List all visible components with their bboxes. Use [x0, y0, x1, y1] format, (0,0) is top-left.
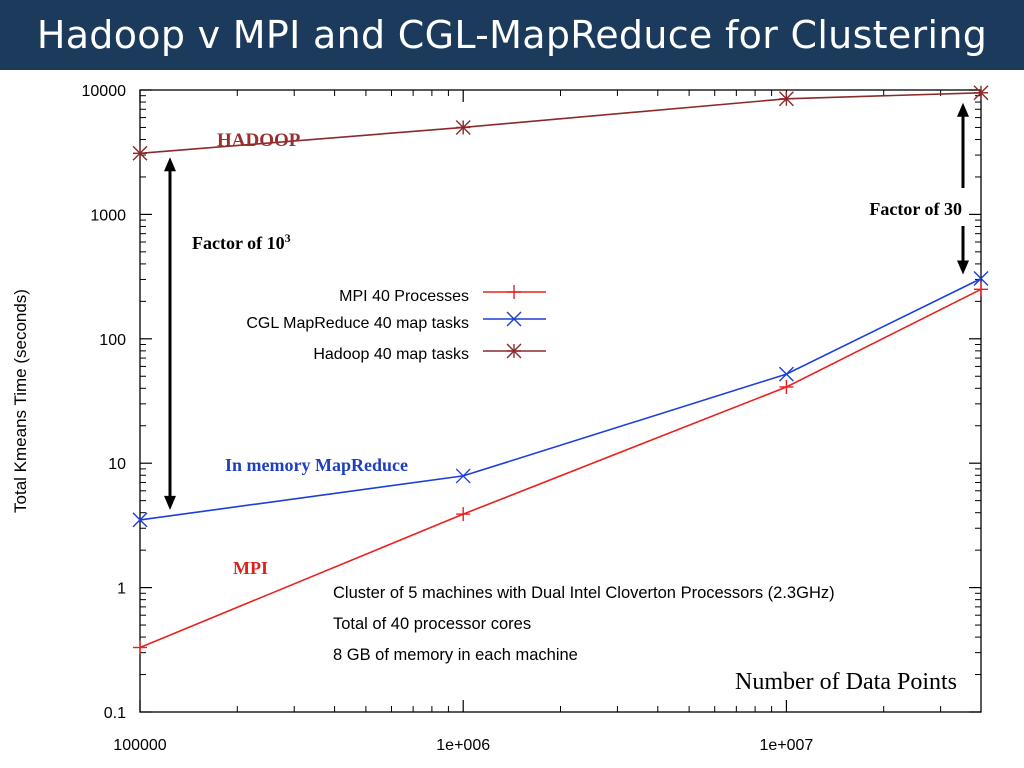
marker-stroke [455, 119, 471, 135]
x-tick-label: 1e+007 [759, 737, 813, 754]
marker-stroke [778, 366, 794, 382]
marker-stroke [132, 512, 148, 528]
y-tick-label: 100 [99, 332, 126, 349]
marker-stroke [506, 311, 522, 327]
legend-swatches [483, 285, 546, 359]
data-point-cgl [973, 271, 989, 287]
factor-right-annotation: Factor of 30 [869, 199, 962, 219]
legend-marker-cgl [506, 311, 522, 327]
arrow-head-down [957, 260, 969, 275]
cluster-info-line-1: Cluster of 5 machines with Dual Intel Cl… [333, 584, 835, 602]
y-tick-label: 10000 [82, 83, 127, 100]
data-point-cgl [778, 366, 794, 382]
factor-left-arrow [164, 157, 176, 510]
data-point-hadoop [778, 91, 794, 107]
data-point-mpi [456, 507, 471, 522]
data-point-mpi [133, 640, 147, 655]
series-line-mpi [139, 288, 982, 649]
x-axis-label: Number of Data Points [735, 669, 957, 695]
y-tick-label: 1 [117, 581, 126, 598]
data-point-hadoop [973, 85, 989, 101]
data-point-cgl [455, 468, 471, 484]
marker-stroke [455, 468, 471, 484]
factor-right-arrow [957, 102, 969, 275]
arrow-head-down [164, 495, 176, 510]
slide-title: Hadoop v MPI and CGL-MapReduce for Clust… [0, 0, 1024, 70]
data-point-mpi [974, 282, 988, 297]
y-tick-label: 10 [108, 456, 126, 473]
legend-marker-hadoop [506, 343, 522, 359]
mpi-annotation: MPI [233, 558, 268, 578]
legend-marker-mpi [507, 285, 521, 299]
data-point-hadoop [132, 145, 148, 161]
x-tick-label: 100000 [113, 737, 166, 754]
marker-stroke [778, 91, 794, 107]
plot-frame [139, 89, 982, 713]
factor-left-annotation: Factor of 103 [192, 231, 291, 253]
y-tick-label: 1000 [90, 207, 126, 224]
mapreduce-annotation: In memory MapReduce [225, 455, 408, 475]
marker-stroke [973, 85, 989, 101]
y-axis-label: Total Kmeans Time (seconds) [11, 289, 30, 513]
series-line-hadoop [139, 92, 982, 155]
factor-left-text: Factor of 10 [192, 233, 285, 253]
y-tick-label: 0.1 [104, 705, 126, 722]
cluster-info-line-2: Total of 40 processor cores [333, 615, 531, 633]
data-point-cgl [132, 512, 148, 528]
series-lines [132, 85, 989, 655]
legend-label-mpi: MPI 40 Processes [339, 288, 469, 305]
legend: MPI 40 Processes CGL MapReduce 40 map ta… [246, 285, 546, 363]
arrow-head-up [957, 102, 969, 117]
marker-stroke [973, 271, 989, 287]
kmeans-time-chart: 10000 1000 100 10 1 0.1 100000 1e+006 1e+007 Tot… [11, 83, 989, 754]
marker-stroke [506, 343, 522, 359]
hadoop-annotation: HADOOP [217, 130, 301, 151]
arrow-head-up [164, 157, 176, 172]
x-tick-label: 1e+006 [436, 737, 490, 754]
data-point-mpi [779, 379, 794, 394]
legend-label-hadoop: Hadoop 40 map tasks [313, 346, 469, 363]
marker-stroke [132, 145, 148, 161]
factor-left-superscript: 3 [285, 231, 291, 245]
factor-arrows [164, 102, 969, 510]
legend-label-cgl: CGL MapReduce 40 map tasks [246, 315, 469, 332]
cluster-info-line-3: 8 GB of memory in each machine [333, 646, 578, 664]
series-line-cgl [139, 277, 982, 521]
data-point-hadoop [455, 119, 471, 135]
